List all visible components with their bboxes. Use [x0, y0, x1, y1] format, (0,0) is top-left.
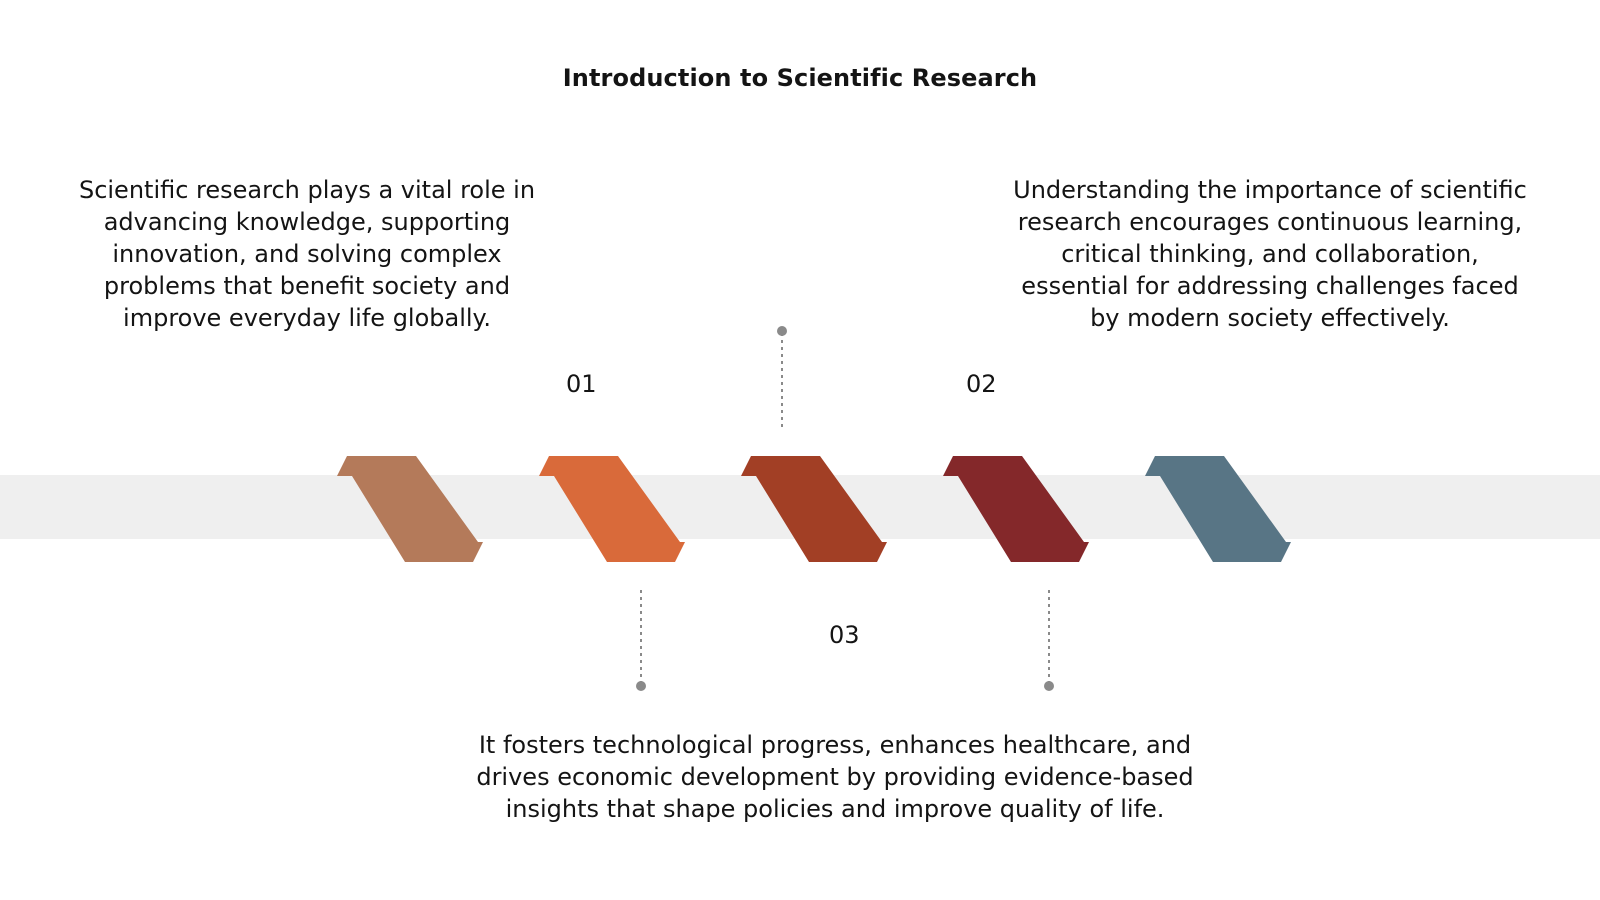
- timeline-band: [0, 475, 1600, 539]
- step-03-number: 03: [829, 621, 860, 649]
- page-title: Introduction to Scientific Research: [562, 64, 1038, 92]
- connector-02-dot: [1044, 681, 1054, 691]
- step-02-number: 02: [966, 370, 997, 398]
- step-01-text: Scientific research plays a vital role i…: [78, 176, 536, 332]
- connector-01-dot: [777, 326, 787, 336]
- step-01-number: 01: [566, 370, 597, 398]
- step-02-text: Understanding the importance of scientif…: [1013, 176, 1527, 332]
- connector-03: [636, 590, 646, 691]
- connector-03-dot: [636, 681, 646, 691]
- step-03-text: It fosters technological progress, enhan…: [476, 731, 1194, 823]
- connector-02: [1044, 590, 1054, 691]
- connector-01: [777, 326, 787, 430]
